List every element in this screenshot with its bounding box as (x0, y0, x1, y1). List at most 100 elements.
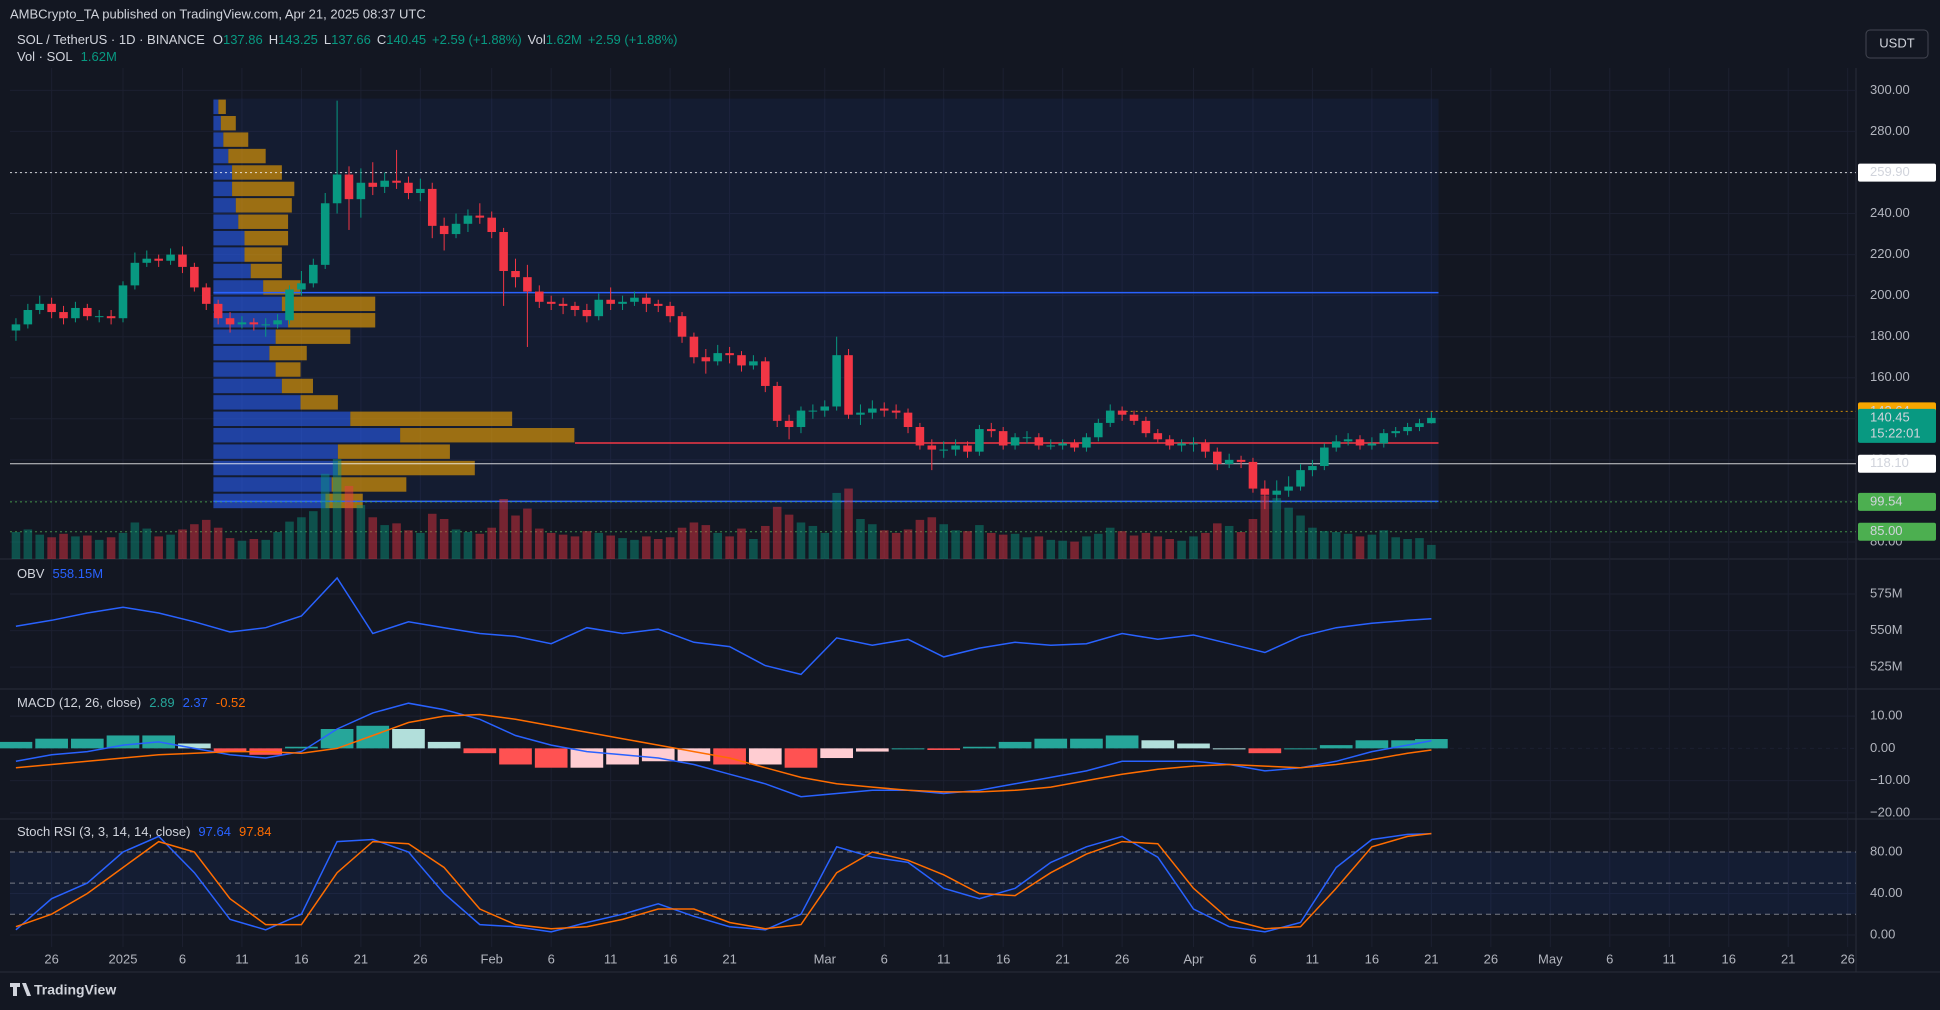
volume-bar (1224, 525, 1234, 559)
y-tick-label: 160.00 (1870, 369, 1910, 384)
candle-body (1010, 437, 1020, 446)
profile-up (213, 378, 282, 394)
candle-body (1320, 447, 1329, 467)
profile-up (213, 329, 276, 344)
profile-down (244, 247, 282, 262)
candle-body (1308, 466, 1317, 471)
candle-body (1284, 486, 1293, 491)
vol-letter: Vol (528, 32, 546, 47)
candle-body (439, 225, 449, 235)
candle-body (1070, 443, 1079, 448)
candle-body (499, 232, 508, 272)
x-tick-label: 11 (1663, 951, 1677, 966)
candle-body (1177, 443, 1186, 446)
candle-body (1403, 427, 1412, 432)
macd-title: MACD (12, 26, close) (17, 695, 141, 710)
histogram-bar (392, 729, 425, 749)
volume-bar (154, 536, 163, 559)
volume-bar (1141, 532, 1151, 559)
volume-bar (1189, 536, 1198, 559)
candle-body (154, 258, 163, 261)
currency-label[interactable]: USDT (1879, 35, 1914, 50)
x-tick-label: 26 (413, 951, 427, 966)
profile-down (400, 428, 575, 443)
volume-bar (963, 531, 972, 559)
volume-bar (1236, 532, 1246, 559)
vol-value: 1.62M (546, 32, 582, 47)
y-tick-label: 550M (1870, 622, 1903, 637)
x-tick-label: 11 (235, 951, 249, 966)
histogram-bar (534, 748, 568, 768)
volume-bar (130, 522, 140, 559)
candle-body (535, 291, 544, 302)
volume-bar (416, 532, 425, 559)
volume-bar (868, 524, 877, 559)
candle-body (237, 322, 247, 325)
x-tick-label: May (1538, 951, 1563, 966)
volume-bar (784, 514, 794, 559)
y-tick-label: 240.00 (1870, 205, 1910, 220)
candle-body (1165, 439, 1174, 446)
candle-body (879, 408, 889, 411)
candle-body (832, 355, 841, 407)
candle-body (201, 287, 211, 304)
profile-down (244, 230, 289, 246)
candle-body (1046, 445, 1056, 447)
candle-body (987, 429, 996, 432)
volume-bar (1415, 538, 1424, 559)
candle-body (1058, 443, 1067, 446)
volume-bar (1177, 540, 1186, 559)
volume-bar (951, 530, 960, 559)
histogram-bar (1391, 740, 1424, 749)
x-tick-label: 16 (663, 951, 677, 966)
x-tick-label: 26 (1484, 951, 1498, 966)
candle-body (737, 355, 746, 366)
volume-bar (879, 530, 889, 559)
histogram-bar (748, 748, 782, 765)
volume-legend: Vol · SOL 1.62M (17, 49, 117, 64)
volume-bar (451, 529, 461, 559)
x-tick-label: 6 (1249, 951, 1256, 966)
candle-body (772, 385, 782, 421)
histogram-bar (570, 748, 604, 768)
profile-up (213, 263, 251, 279)
candle-body (594, 299, 604, 317)
volume-bar (546, 532, 556, 559)
candle-body (463, 215, 473, 224)
candle-body (1105, 410, 1115, 423)
volume-bar (1248, 519, 1258, 559)
volume-bar (463, 532, 473, 559)
volume-bar (1153, 536, 1163, 559)
change: +2.59 (+1.88%) (432, 32, 522, 47)
candle-body (975, 429, 984, 452)
profile-up (213, 444, 338, 459)
volume-bar (844, 488, 853, 559)
currency-button[interactable] (1865, 29, 1929, 59)
candle-body (1379, 433, 1389, 444)
candle-body (1129, 414, 1139, 421)
volume-bar (618, 538, 627, 559)
profile-up (213, 99, 219, 115)
histogram-bar (1212, 748, 1246, 750)
x-tick-label: 16 (1721, 951, 1735, 966)
candle-body (142, 258, 152, 263)
volume-bar (915, 519, 925, 559)
profile-down (275, 329, 351, 344)
x-tick-label: 6 (548, 951, 555, 966)
candle-body (178, 254, 187, 267)
level-tag (1858, 454, 1936, 473)
candle-body (903, 412, 913, 428)
candle-body (701, 357, 711, 362)
volume-bar (737, 528, 746, 559)
x-tick-label: 16 (1365, 951, 1379, 966)
volume-bar (1010, 533, 1020, 559)
profile-up (213, 296, 282, 312)
candle-body (546, 301, 556, 304)
ohlc-letter: O (213, 32, 223, 47)
volume-bar (1058, 540, 1067, 559)
volume-bar (356, 505, 366, 559)
volume-bar (11, 532, 21, 559)
candle-body (225, 318, 235, 325)
candle-body (285, 289, 294, 321)
high-value: 143.25 (278, 32, 318, 47)
